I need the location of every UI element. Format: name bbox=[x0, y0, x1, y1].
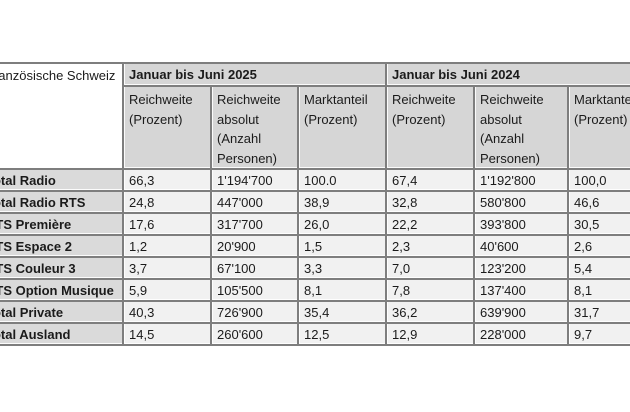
table-row-total-private: Total Private 40,3 726'900 35,4 36,2 639… bbox=[0, 300, 630, 324]
cell-value: 105'500 bbox=[210, 278, 299, 302]
cell-value: 36,2 bbox=[385, 300, 475, 324]
cell-value: 726'900 bbox=[210, 300, 299, 324]
column-header-reichweite-absolut-2024: Reichweite absolut (Anzahl Personen) bbox=[473, 85, 569, 170]
cell-value: 22,2 bbox=[385, 212, 475, 236]
cell-value: 317'700 bbox=[210, 212, 299, 236]
cell-value: 9,7 bbox=[567, 322, 630, 346]
cell-value: 40'600 bbox=[473, 234, 569, 258]
table-row-total-radio: Total Radio 66,3 1'194'700 100.0 67,4 1'… bbox=[0, 168, 630, 192]
cell-value: 46,6 bbox=[567, 190, 630, 214]
column-header-reichweite-2025: Reichweite (Prozent) bbox=[122, 85, 212, 170]
table-row-rts-couleur-3: RTS Couleur 3 3,7 67'100 3,3 7,0 123'200… bbox=[0, 256, 630, 280]
cell-value: 2,6 bbox=[567, 234, 630, 258]
column-header-reichweite-absolut-2025: Reichweite absolut (Anzahl Personen) bbox=[210, 85, 299, 170]
radio-audience-table: Französische Schweiz Januar bis Juni 202… bbox=[0, 62, 630, 346]
cell-value: 2,3 bbox=[385, 234, 475, 258]
cell-value: 32,8 bbox=[385, 190, 475, 214]
cell-value: 38,9 bbox=[297, 190, 387, 214]
cell-value: 639'900 bbox=[473, 300, 569, 324]
header-group-row: Französische Schweiz Januar bis Juni 202… bbox=[0, 62, 630, 170]
cell-value: 1'192'800 bbox=[473, 168, 569, 192]
cell-value: 7,8 bbox=[385, 278, 475, 302]
cell-value: 100,0 bbox=[567, 168, 630, 192]
table-row-total-ausland: Total Ausland 14,5 260'600 12,5 12,9 228… bbox=[0, 322, 630, 346]
column-group-2024: Januar bis Juni 2024 bbox=[385, 62, 630, 87]
cell-value: 123'200 bbox=[473, 256, 569, 280]
cell-value: 137'400 bbox=[473, 278, 569, 302]
cell-value: 30,5 bbox=[567, 212, 630, 236]
cell-value: 5,9 bbox=[122, 278, 212, 302]
row-label: RTS Couleur 3 bbox=[0, 256, 124, 280]
row-label: Total Radio RTS bbox=[0, 190, 124, 214]
cell-value: 8,1 bbox=[297, 278, 387, 302]
cell-value: 20'900 bbox=[210, 234, 299, 258]
cell-value: 67'100 bbox=[210, 256, 299, 280]
column-header-reichweite-2024: Reichweite (Prozent) bbox=[385, 85, 475, 170]
table-row-rts-option-musique: RTS Option Musique 5,9 105'500 8,1 7,8 1… bbox=[0, 278, 630, 302]
column-header-marktanteil-2025: Marktanteil (Prozent) bbox=[297, 85, 387, 170]
header-sub-row: Reichweite (Prozent) Reichweite absolut … bbox=[0, 85, 630, 170]
cell-value: 8,1 bbox=[567, 278, 630, 302]
table-row-rts-espace-2: RTS Espace 2 1,2 20'900 1,5 2,3 40'600 2… bbox=[0, 234, 630, 258]
row-label: Total Ausland bbox=[0, 322, 124, 346]
cell-value: 580'800 bbox=[473, 190, 569, 214]
row-label: Total Private bbox=[0, 300, 124, 324]
cell-value: 3,7 bbox=[122, 256, 212, 280]
cell-value: 393'800 bbox=[473, 212, 569, 236]
cell-value: 40,3 bbox=[122, 300, 212, 324]
cell-value: 7,0 bbox=[385, 256, 475, 280]
cell-value: 67,4 bbox=[385, 168, 475, 192]
row-label: RTS Option Musique bbox=[0, 278, 124, 302]
cell-value: 35,4 bbox=[297, 300, 387, 324]
table-row-total-radio-rts: Total Radio RTS 24,8 447'000 38,9 32,8 5… bbox=[0, 190, 630, 214]
cell-value: 12,5 bbox=[297, 322, 387, 346]
cell-value: 100.0 bbox=[297, 168, 387, 192]
cell-value: 228'000 bbox=[473, 322, 569, 346]
column-header-marktanteil-2024: Marktanteil (Prozent) bbox=[567, 85, 630, 170]
cell-value: 17,6 bbox=[122, 212, 212, 236]
cell-value: 447'000 bbox=[210, 190, 299, 214]
cell-value: 3,3 bbox=[297, 256, 387, 280]
cell-value: 31,7 bbox=[567, 300, 630, 324]
cell-value: 5,4 bbox=[567, 256, 630, 280]
cell-value: 14,5 bbox=[122, 322, 212, 346]
row-label: RTS Première bbox=[0, 212, 124, 236]
column-group-2025: Januar bis Juni 2025 bbox=[122, 62, 387, 87]
cell-value: 260'600 bbox=[210, 322, 299, 346]
cell-value: 26,0 bbox=[297, 212, 387, 236]
table-row-rts-premiere: RTS Première 17,6 317'700 26,0 22,2 393'… bbox=[0, 212, 630, 236]
row-label: RTS Espace 2 bbox=[0, 234, 124, 258]
cell-value: 24,8 bbox=[122, 190, 212, 214]
cell-value: 1,2 bbox=[122, 234, 212, 258]
cell-value: 66,3 bbox=[122, 168, 212, 192]
cell-value: 1'194'700 bbox=[210, 168, 299, 192]
row-label: Total Radio bbox=[0, 168, 124, 192]
cell-value: 1,5 bbox=[297, 234, 387, 258]
region-header-cell: Französische Schweiz bbox=[0, 62, 124, 170]
cell-value: 12,9 bbox=[385, 322, 475, 346]
